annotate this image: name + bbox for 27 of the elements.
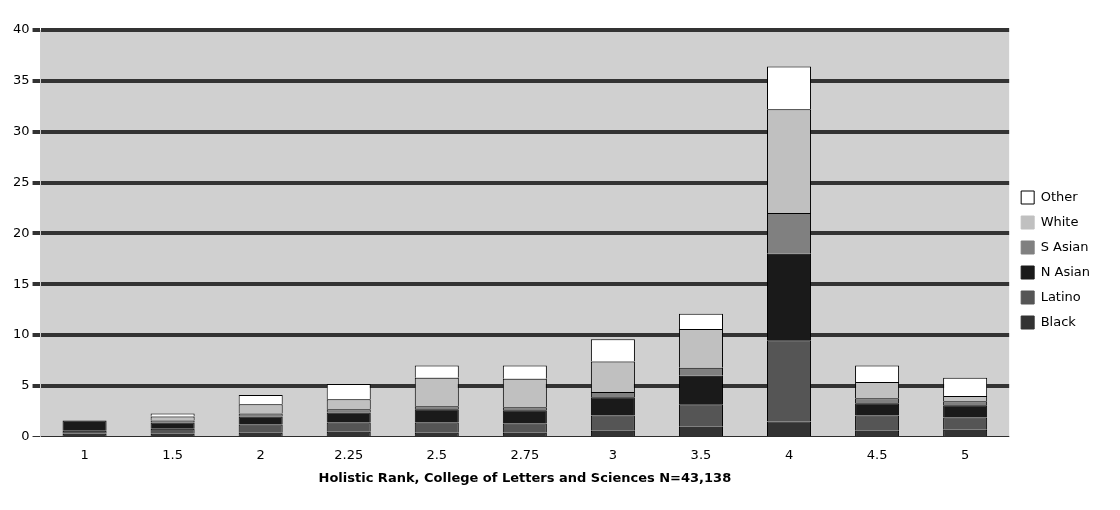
y-tick-label: 30 bbox=[13, 123, 30, 139]
legend-label: Black bbox=[1040, 313, 1077, 329]
x-tick-label: 4.5 bbox=[866, 446, 888, 462]
x-tick-label: 3.5 bbox=[690, 446, 712, 462]
y-tick-label: 10 bbox=[13, 326, 30, 342]
x-tick-label: 1 bbox=[80, 446, 89, 462]
x-tick-label: 2.25 bbox=[334, 446, 364, 462]
legend-label: S Asian bbox=[1040, 238, 1089, 254]
legend-label: White bbox=[1040, 213, 1079, 229]
y-tick-label: 0 bbox=[21, 428, 30, 444]
x-axis-title: Holistic Rank, College of Letters and Sciences N=43,138 bbox=[318, 469, 732, 485]
y-tick-label: 5 bbox=[21, 377, 30, 393]
y-tick-label: 25 bbox=[13, 173, 30, 189]
x-tick-label: 4 bbox=[784, 446, 794, 462]
legend-label: Other bbox=[1040, 188, 1079, 204]
legend-label: Latino bbox=[1040, 288, 1081, 304]
y-tick-label: 20 bbox=[13, 224, 30, 240]
y-tick-label: 15 bbox=[13, 275, 30, 291]
x-tick-label: 2.5 bbox=[426, 446, 448, 462]
x-tick-label: 3 bbox=[608, 446, 618, 462]
y-tick-label: 35 bbox=[13, 72, 30, 88]
x-tick-label: 5 bbox=[960, 446, 970, 462]
y-tick-label: 40 bbox=[13, 21, 30, 37]
legend-label: N Asian bbox=[1040, 263, 1090, 279]
x-tick-label: 1.5 bbox=[162, 446, 183, 462]
x-tick-label: 2.75 bbox=[510, 446, 540, 462]
x-tick-label: 2 bbox=[256, 446, 265, 462]
